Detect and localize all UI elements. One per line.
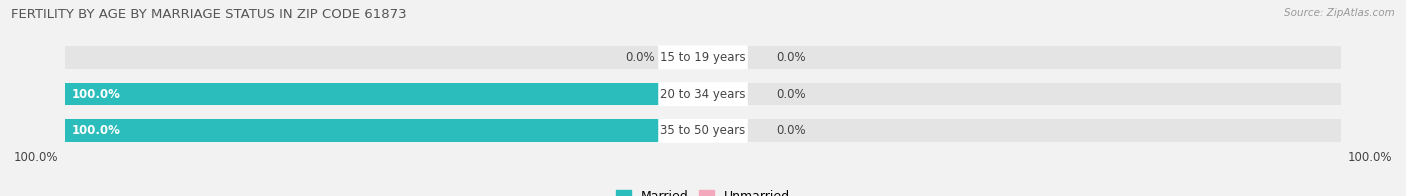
FancyBboxPatch shape: [658, 82, 748, 106]
Bar: [65, 83, 703, 105]
Bar: [65, 119, 703, 142]
Bar: [65, 83, 703, 105]
FancyBboxPatch shape: [658, 119, 748, 143]
Text: 0.0%: 0.0%: [776, 88, 806, 101]
Text: 0.0%: 0.0%: [776, 51, 806, 64]
Text: 20 to 34 years: 20 to 34 years: [661, 88, 745, 101]
Bar: [703, 46, 725, 69]
Text: FERTILITY BY AGE BY MARRIAGE STATUS IN ZIP CODE 61873: FERTILITY BY AGE BY MARRIAGE STATUS IN Z…: [11, 8, 406, 21]
Text: 0.0%: 0.0%: [776, 124, 806, 137]
Text: 100.0%: 100.0%: [1347, 151, 1392, 164]
FancyBboxPatch shape: [658, 45, 748, 69]
Text: 15 to 19 years: 15 to 19 years: [661, 51, 745, 64]
Text: 100.0%: 100.0%: [72, 88, 121, 101]
Text: 100.0%: 100.0%: [72, 124, 121, 137]
Text: 100.0%: 100.0%: [14, 151, 59, 164]
Bar: [703, 83, 1341, 105]
Bar: [681, 46, 703, 69]
Bar: [65, 46, 703, 69]
Text: 0.0%: 0.0%: [626, 51, 655, 64]
Legend: Married, Unmarried: Married, Unmarried: [612, 185, 794, 196]
Bar: [703, 46, 1341, 69]
Bar: [65, 119, 703, 142]
Bar: [703, 119, 1341, 142]
Text: Source: ZipAtlas.com: Source: ZipAtlas.com: [1284, 8, 1395, 18]
Text: 35 to 50 years: 35 to 50 years: [661, 124, 745, 137]
Bar: [703, 119, 725, 142]
Bar: [703, 83, 725, 105]
